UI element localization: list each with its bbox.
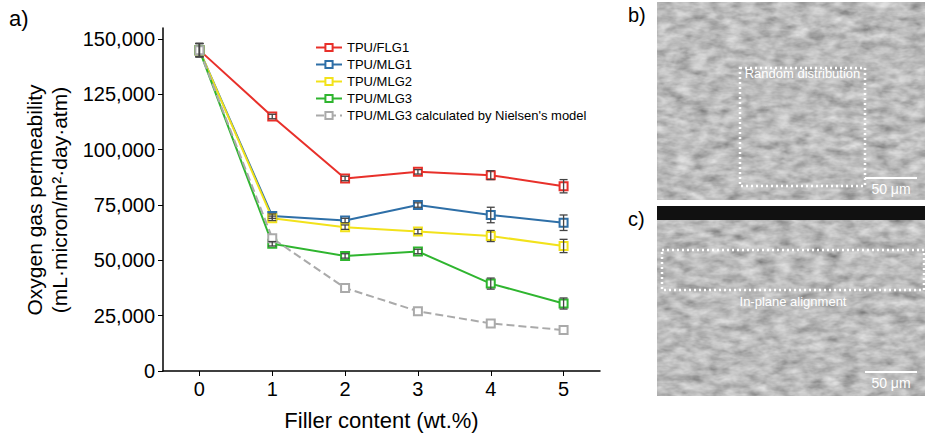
svg-text:25,000: 25,000 xyxy=(94,305,155,327)
svg-text:TPU/MLG3 calculated by Nielsen: TPU/MLG3 calculated by Nielsen's model xyxy=(347,108,587,123)
svg-text:TPU/MLG1: TPU/MLG1 xyxy=(347,57,412,72)
svg-text:(mL·micron/m²·day·atm): (mL·micron/m²·day·atm) xyxy=(48,87,71,313)
svg-text:Random distribution: Random distribution xyxy=(745,66,861,81)
svg-text:100,000: 100,000 xyxy=(83,139,155,161)
svg-text:0: 0 xyxy=(144,360,155,382)
svg-text:TPU/FLG1: TPU/FLG1 xyxy=(347,40,409,55)
svg-text:75,000: 75,000 xyxy=(94,194,155,216)
svg-text:5: 5 xyxy=(558,378,569,400)
svg-text:TPU/MLG2: TPU/MLG2 xyxy=(347,74,412,89)
svg-text:a): a) xyxy=(9,6,29,31)
svg-text:150,000: 150,000 xyxy=(83,28,155,50)
svg-text:c): c) xyxy=(628,208,645,230)
svg-text:Filler content (wt.%): Filler content (wt.%) xyxy=(284,408,478,433)
svg-text:50 μm: 50 μm xyxy=(871,181,910,197)
svg-text:2: 2 xyxy=(340,378,351,400)
svg-text:In-plane alignment: In-plane alignment xyxy=(740,294,847,309)
svg-text:b): b) xyxy=(628,4,646,26)
svg-text:TPU/MLG3: TPU/MLG3 xyxy=(347,91,412,106)
svg-text:Oxygen gas permeability: Oxygen gas permeability xyxy=(23,84,46,316)
svg-text:125,000: 125,000 xyxy=(83,83,155,105)
svg-text:3: 3 xyxy=(412,378,423,400)
svg-text:4: 4 xyxy=(485,378,496,400)
svg-text:0: 0 xyxy=(194,378,205,400)
svg-text:50,000: 50,000 xyxy=(94,249,155,271)
svg-text:50 μm: 50 μm xyxy=(871,375,910,391)
svg-text:1: 1 xyxy=(267,378,278,400)
